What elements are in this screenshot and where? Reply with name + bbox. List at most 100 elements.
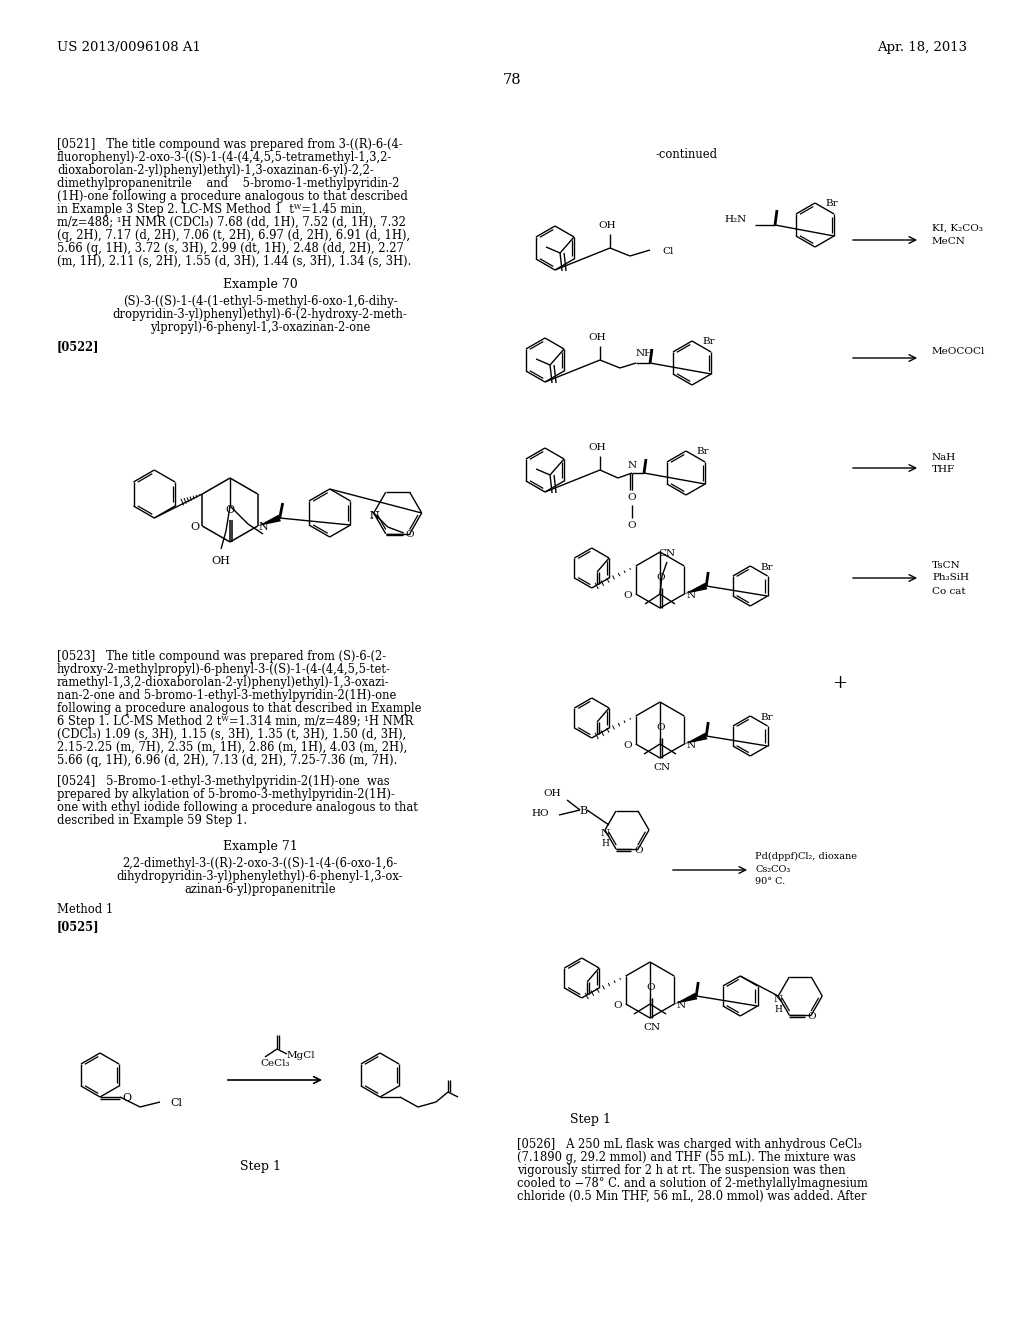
Text: OH: OH [544,789,561,799]
Text: dioxaborolan-2-yl)phenyl)ethyl)-1,3-oxazinan-6-yl)-2,2-: dioxaborolan-2-yl)phenyl)ethyl)-1,3-oxaz… [57,164,374,177]
Text: [0526]   A 250 mL flask was charged with anhydrous CeCl₃: [0526] A 250 mL flask was charged with a… [517,1138,862,1151]
Text: Br: Br [825,199,838,209]
Text: 90° C.: 90° C. [755,878,785,887]
Text: Cl: Cl [170,1098,182,1107]
Text: N: N [369,511,378,520]
Text: [0525]: [0525] [57,920,99,933]
Text: NH: NH [636,348,654,358]
Text: MgCl: MgCl [287,1051,315,1060]
Text: OH: OH [598,222,615,231]
Polygon shape [684,582,708,594]
Text: Step 1: Step 1 [240,1160,281,1173]
Text: [0521]   The title compound was prepared from 3-((R)-6-(4-: [0521] The title compound was prepared f… [57,139,402,150]
Text: described in Example 59 Step 1.: described in Example 59 Step 1. [57,814,247,828]
Text: CN: CN [658,549,676,558]
Text: cooled to −78° C. and a solution of 2-methylallylmagnesium: cooled to −78° C. and a solution of 2-me… [517,1177,868,1191]
Text: Example 71: Example 71 [222,840,297,853]
Text: +: + [833,675,848,692]
Text: 5.66 (q, 1H), 3.72 (s, 3H), 2.99 (dt, 1H), 2.48 (dd, 2H), 2.27: 5.66 (q, 1H), 3.72 (s, 3H), 2.99 (dt, 1H… [57,242,403,255]
Text: O: O [624,590,632,599]
Text: [0522]: [0522] [57,341,99,352]
Text: O: O [190,521,200,532]
Text: OH: OH [588,444,606,453]
Text: B: B [579,807,587,816]
Text: prepared by alkylation of 5-bromo-3-methylpyridin-2(1H)-: prepared by alkylation of 5-bromo-3-meth… [57,788,395,801]
Text: 78: 78 [503,73,521,87]
Text: TsCN: TsCN [932,561,961,569]
Text: HO: HO [531,809,549,818]
Text: N: N [687,741,696,750]
Text: OH: OH [212,556,230,566]
Text: O: O [647,983,655,993]
Text: H: H [774,1006,782,1015]
Text: O: O [807,1011,816,1020]
Text: Br: Br [760,562,773,572]
Text: Method 1: Method 1 [57,903,114,916]
Text: 6 Step 1. LC-MS Method 2 tᵂ=1.314 min, m/z=489; ¹H NMR: 6 Step 1. LC-MS Method 2 tᵂ=1.314 min, m… [57,715,414,729]
Text: (S)-3-((S)-1-(4-(1-ethyl-5-methyl-6-oxo-1,6-dihy-: (S)-3-((S)-1-(4-(1-ethyl-5-methyl-6-oxo-… [123,294,397,308]
Text: Co cat: Co cat [932,586,966,595]
Text: following a procedure analogous to that described in Example: following a procedure analogous to that … [57,702,422,715]
Text: m/z=488; ¹H NMR (CDCl₃) 7.68 (dd, 1H), 7.52 (d, 1H), 7.32: m/z=488; ¹H NMR (CDCl₃) 7.68 (dd, 1H), 7… [57,216,406,228]
Text: O: O [634,846,643,854]
Text: (q, 2H), 7.17 (d, 2H), 7.06 (t, 2H), 6.97 (d, 2H), 6.91 (d, 1H),: (q, 2H), 7.17 (d, 2H), 7.06 (t, 2H), 6.9… [57,228,411,242]
Text: NaH: NaH [932,454,956,462]
Text: chloride (0.5 Min THF, 56 mL, 28.0 mmol) was added. After: chloride (0.5 Min THF, 56 mL, 28.0 mmol)… [517,1191,866,1203]
Text: O: O [123,1093,131,1104]
Text: one with ethyl iodide following a procedure analogous to that: one with ethyl iodide following a proced… [57,801,418,814]
Text: KI, K₂CO₃: KI, K₂CO₃ [932,223,983,232]
Text: H: H [601,840,609,849]
Text: O: O [656,573,666,582]
Text: Example 70: Example 70 [222,279,297,290]
Text: CN: CN [653,763,671,771]
Text: O: O [656,723,666,733]
Text: in Example 3 Step 2. LC-MS Method 1  tᵂ=1.45 min,: in Example 3 Step 2. LC-MS Method 1 tᵂ=1… [57,203,366,216]
Text: 5.66 (q, 1H), 6.96 (d, 2H), 7.13 (d, 2H), 7.25-7.36 (m, 7H).: 5.66 (q, 1H), 6.96 (d, 2H), 7.13 (d, 2H)… [57,754,397,767]
Polygon shape [684,733,708,744]
Text: CN: CN [643,1023,660,1031]
Text: [0524]   5-Bromo-1-ethyl-3-methylpyridin-2(1H)-one  was: [0524] 5-Bromo-1-ethyl-3-methylpyridin-2… [57,775,389,788]
Text: N: N [628,462,637,470]
Text: Ph₃SiH: Ph₃SiH [932,573,969,582]
Text: CeCl₃: CeCl₃ [260,1059,290,1068]
Text: O: O [225,506,234,515]
Text: H₂N: H₂N [725,214,746,223]
Text: fluorophenyl)-2-oxo-3-((S)-1-(4-(4,4,5,5-tetramethyl-1,3,2-: fluorophenyl)-2-oxo-3-((S)-1-(4-(4,4,5,5… [57,150,392,164]
Text: Cs₂CO₃: Cs₂CO₃ [755,865,791,874]
Text: OH: OH [588,334,606,342]
Text: Cl: Cl [662,247,674,256]
Text: N: N [600,829,609,837]
Text: (m, 1H), 2.11 (s, 2H), 1.55 (d, 3H), 1.44 (s, 3H), 1.34 (s, 3H).: (m, 1H), 2.11 (s, 2H), 1.55 (d, 3H), 1.4… [57,255,412,268]
Text: N: N [687,590,696,599]
Text: hydroxy-2-methylpropyl)-6-phenyl-3-((S)-1-(4-(4,4,5,5-tet-: hydroxy-2-methylpropyl)-6-phenyl-3-((S)-… [57,663,391,676]
Text: N: N [370,511,380,521]
Text: O: O [406,531,414,540]
Text: -continued: -continued [655,148,717,161]
Text: MeOCOCl: MeOCOCl [932,347,985,356]
Text: Apr. 18, 2013: Apr. 18, 2013 [877,41,967,54]
Text: Br: Br [696,447,709,457]
Text: MeCN: MeCN [932,236,966,246]
Text: ramethyl-1,3,2-dioxaborolan-2-yl)phenyl)ethyl)-1,3-oxazi-: ramethyl-1,3,2-dioxaborolan-2-yl)phenyl)… [57,676,389,689]
Text: vigorously stirred for 2 h at rt. The suspension was then: vigorously stirred for 2 h at rt. The su… [517,1164,846,1177]
Text: N: N [259,521,268,532]
Text: ylpropyl)-6-phenyl-1,3-oxazinan-2-one: ylpropyl)-6-phenyl-1,3-oxazinan-2-one [150,321,371,334]
Text: (1H)-one following a procedure analogous to that described: (1H)-one following a procedure analogous… [57,190,408,203]
Text: O: O [628,520,636,529]
Text: azinan-6-yl)propanenitrile: azinan-6-yl)propanenitrile [184,883,336,896]
Text: [0523]   The title compound was prepared from (S)-6-(2-: [0523] The title compound was prepared f… [57,649,386,663]
Text: (CDCl₃) 1.09 (s, 3H), 1.15 (s, 3H), 1.35 (t, 3H), 1.50 (d, 3H),: (CDCl₃) 1.09 (s, 3H), 1.15 (s, 3H), 1.35… [57,729,407,741]
Text: Br: Br [702,338,715,346]
Text: N: N [677,1001,686,1010]
Text: US 2013/0096108 A1: US 2013/0096108 A1 [57,41,201,54]
Text: (7.1890 g, 29.2 mmol) and THF (55 mL). The mixture was: (7.1890 g, 29.2 mmol) and THF (55 mL). T… [517,1151,856,1164]
Text: O: O [613,1001,622,1010]
Text: Br: Br [760,713,773,722]
Text: O: O [628,494,636,503]
Text: N: N [774,994,782,1003]
Text: 2,2-dimethyl-3-((R)-2-oxo-3-((S)-1-(4-(6-oxo-1,6-: 2,2-dimethyl-3-((R)-2-oxo-3-((S)-1-(4-(6… [123,857,397,870]
Polygon shape [258,515,281,525]
Text: Step 1: Step 1 [569,1113,610,1126]
Text: Pd(dppf)Cl₂, dioxane: Pd(dppf)Cl₂, dioxane [755,851,857,861]
Text: dihydropyridin-3-yl)phenylethyl)-6-phenyl-1,3-ox-: dihydropyridin-3-yl)phenylethyl)-6-pheny… [117,870,403,883]
